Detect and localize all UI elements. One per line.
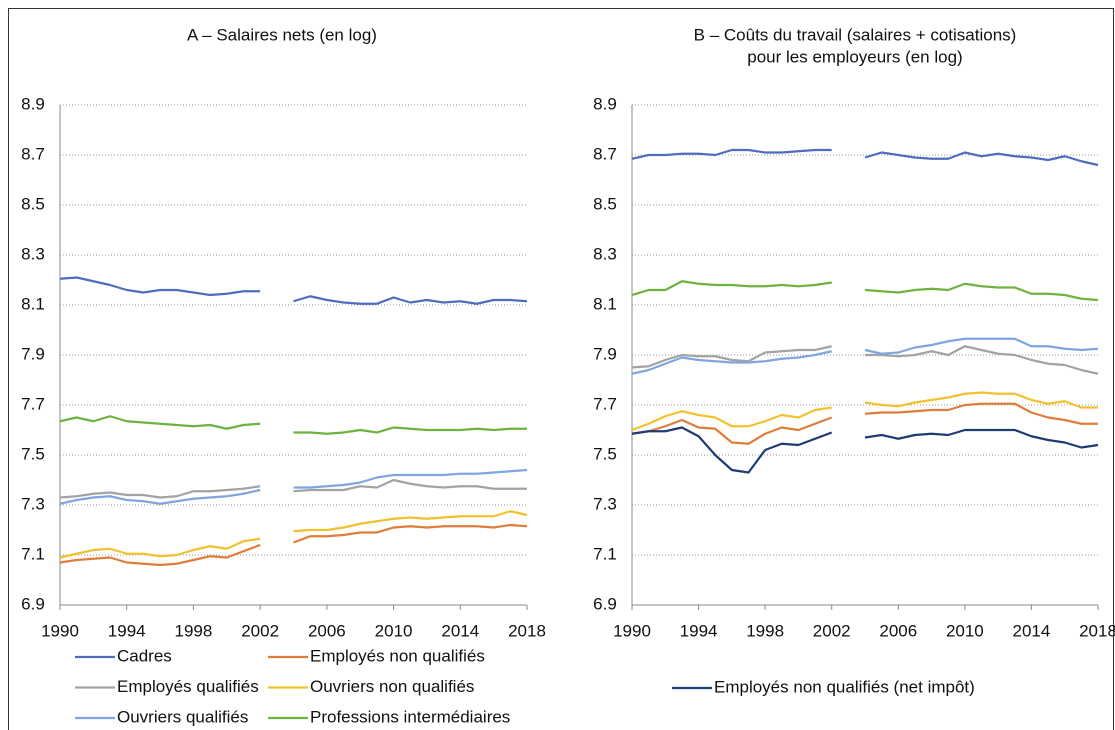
x-tick-label: 1990 [613,621,651,640]
data-line [59,276,528,305]
y-tick-label: 7.1 [593,544,617,563]
y-tick-label: 8.1 [593,294,617,313]
y-tick-label: 7.7 [593,394,617,413]
x-tick-label: 2010 [375,621,413,640]
x-tick-label: 2006 [879,621,917,640]
chart-title: B – Coûts du travail (salaires + cotisat… [694,25,1017,44]
y-tick-label: 6.9 [593,594,617,613]
y-tick-label: 7.7 [21,394,45,413]
legend-label: Employés qualifiés [117,677,259,696]
x-tick-label: 2014 [441,621,479,640]
data-line [631,345,1099,375]
y-tick-label: 8.3 [21,244,45,263]
y-tick-label: 7.9 [593,344,617,363]
y-tick-label: 8.9 [593,94,617,113]
x-tick-label: 1998 [746,621,784,640]
data-line [59,523,528,567]
legend-label: Professions intermédiaires [310,707,510,726]
data-line [631,426,1099,474]
x-tick-label: 1994 [680,621,718,640]
legend-label: Employés non qualifiés (net impôt) [714,677,975,696]
x-tick-label: 2010 [946,621,984,640]
x-tick-label: 1990 [41,621,79,640]
y-tick-label: 8.5 [593,194,617,213]
y-tick-label: 8.5 [21,194,45,213]
data-line [631,391,1098,432]
legend-label: Employés non qualifiés [310,646,485,665]
y-tick-label: 8.3 [593,244,617,263]
legend-label: Ouvriers qualifiés [117,707,248,726]
y-tick-label: 7.1 [21,544,45,563]
x-tick-label: 2018 [508,621,546,640]
data-line [631,280,1099,302]
data-line [631,337,1099,375]
frame [8,8,1114,730]
data-line [59,468,528,505]
data-line [631,402,1098,445]
x-tick-label: 2006 [308,621,346,640]
y-tick-label: 7.5 [21,444,45,463]
legend-label: Ouvriers non qualifiés [310,677,474,696]
y-tick-label: 8.1 [21,294,45,313]
data-line [631,148,1099,167]
x-tick-label: 2002 [241,621,279,640]
data-line [59,510,528,559]
x-tick-label: 2018 [1079,621,1115,640]
y-tick-label: 7.3 [593,494,617,513]
data-line [59,415,527,435]
y-tick-label: 7.5 [593,444,617,463]
y-tick-label: 7.3 [21,494,45,513]
x-tick-label: 2014 [1013,621,1051,640]
data-line [59,478,527,499]
x-tick-label: 1994 [108,621,146,640]
chart-title: pour les employeurs (en log) [747,47,962,66]
legend-label: Cadres [117,646,172,665]
x-tick-label: 1998 [175,621,213,640]
x-tick-label: 2002 [813,621,851,640]
y-tick-label: 8.7 [21,144,45,163]
chart-title: A – Salaires nets (en log) [187,25,377,44]
y-tick-label: 7.9 [21,344,45,363]
y-tick-label: 8.7 [593,144,617,163]
y-tick-label: 6.9 [21,594,45,613]
y-tick-label: 8.9 [21,94,45,113]
